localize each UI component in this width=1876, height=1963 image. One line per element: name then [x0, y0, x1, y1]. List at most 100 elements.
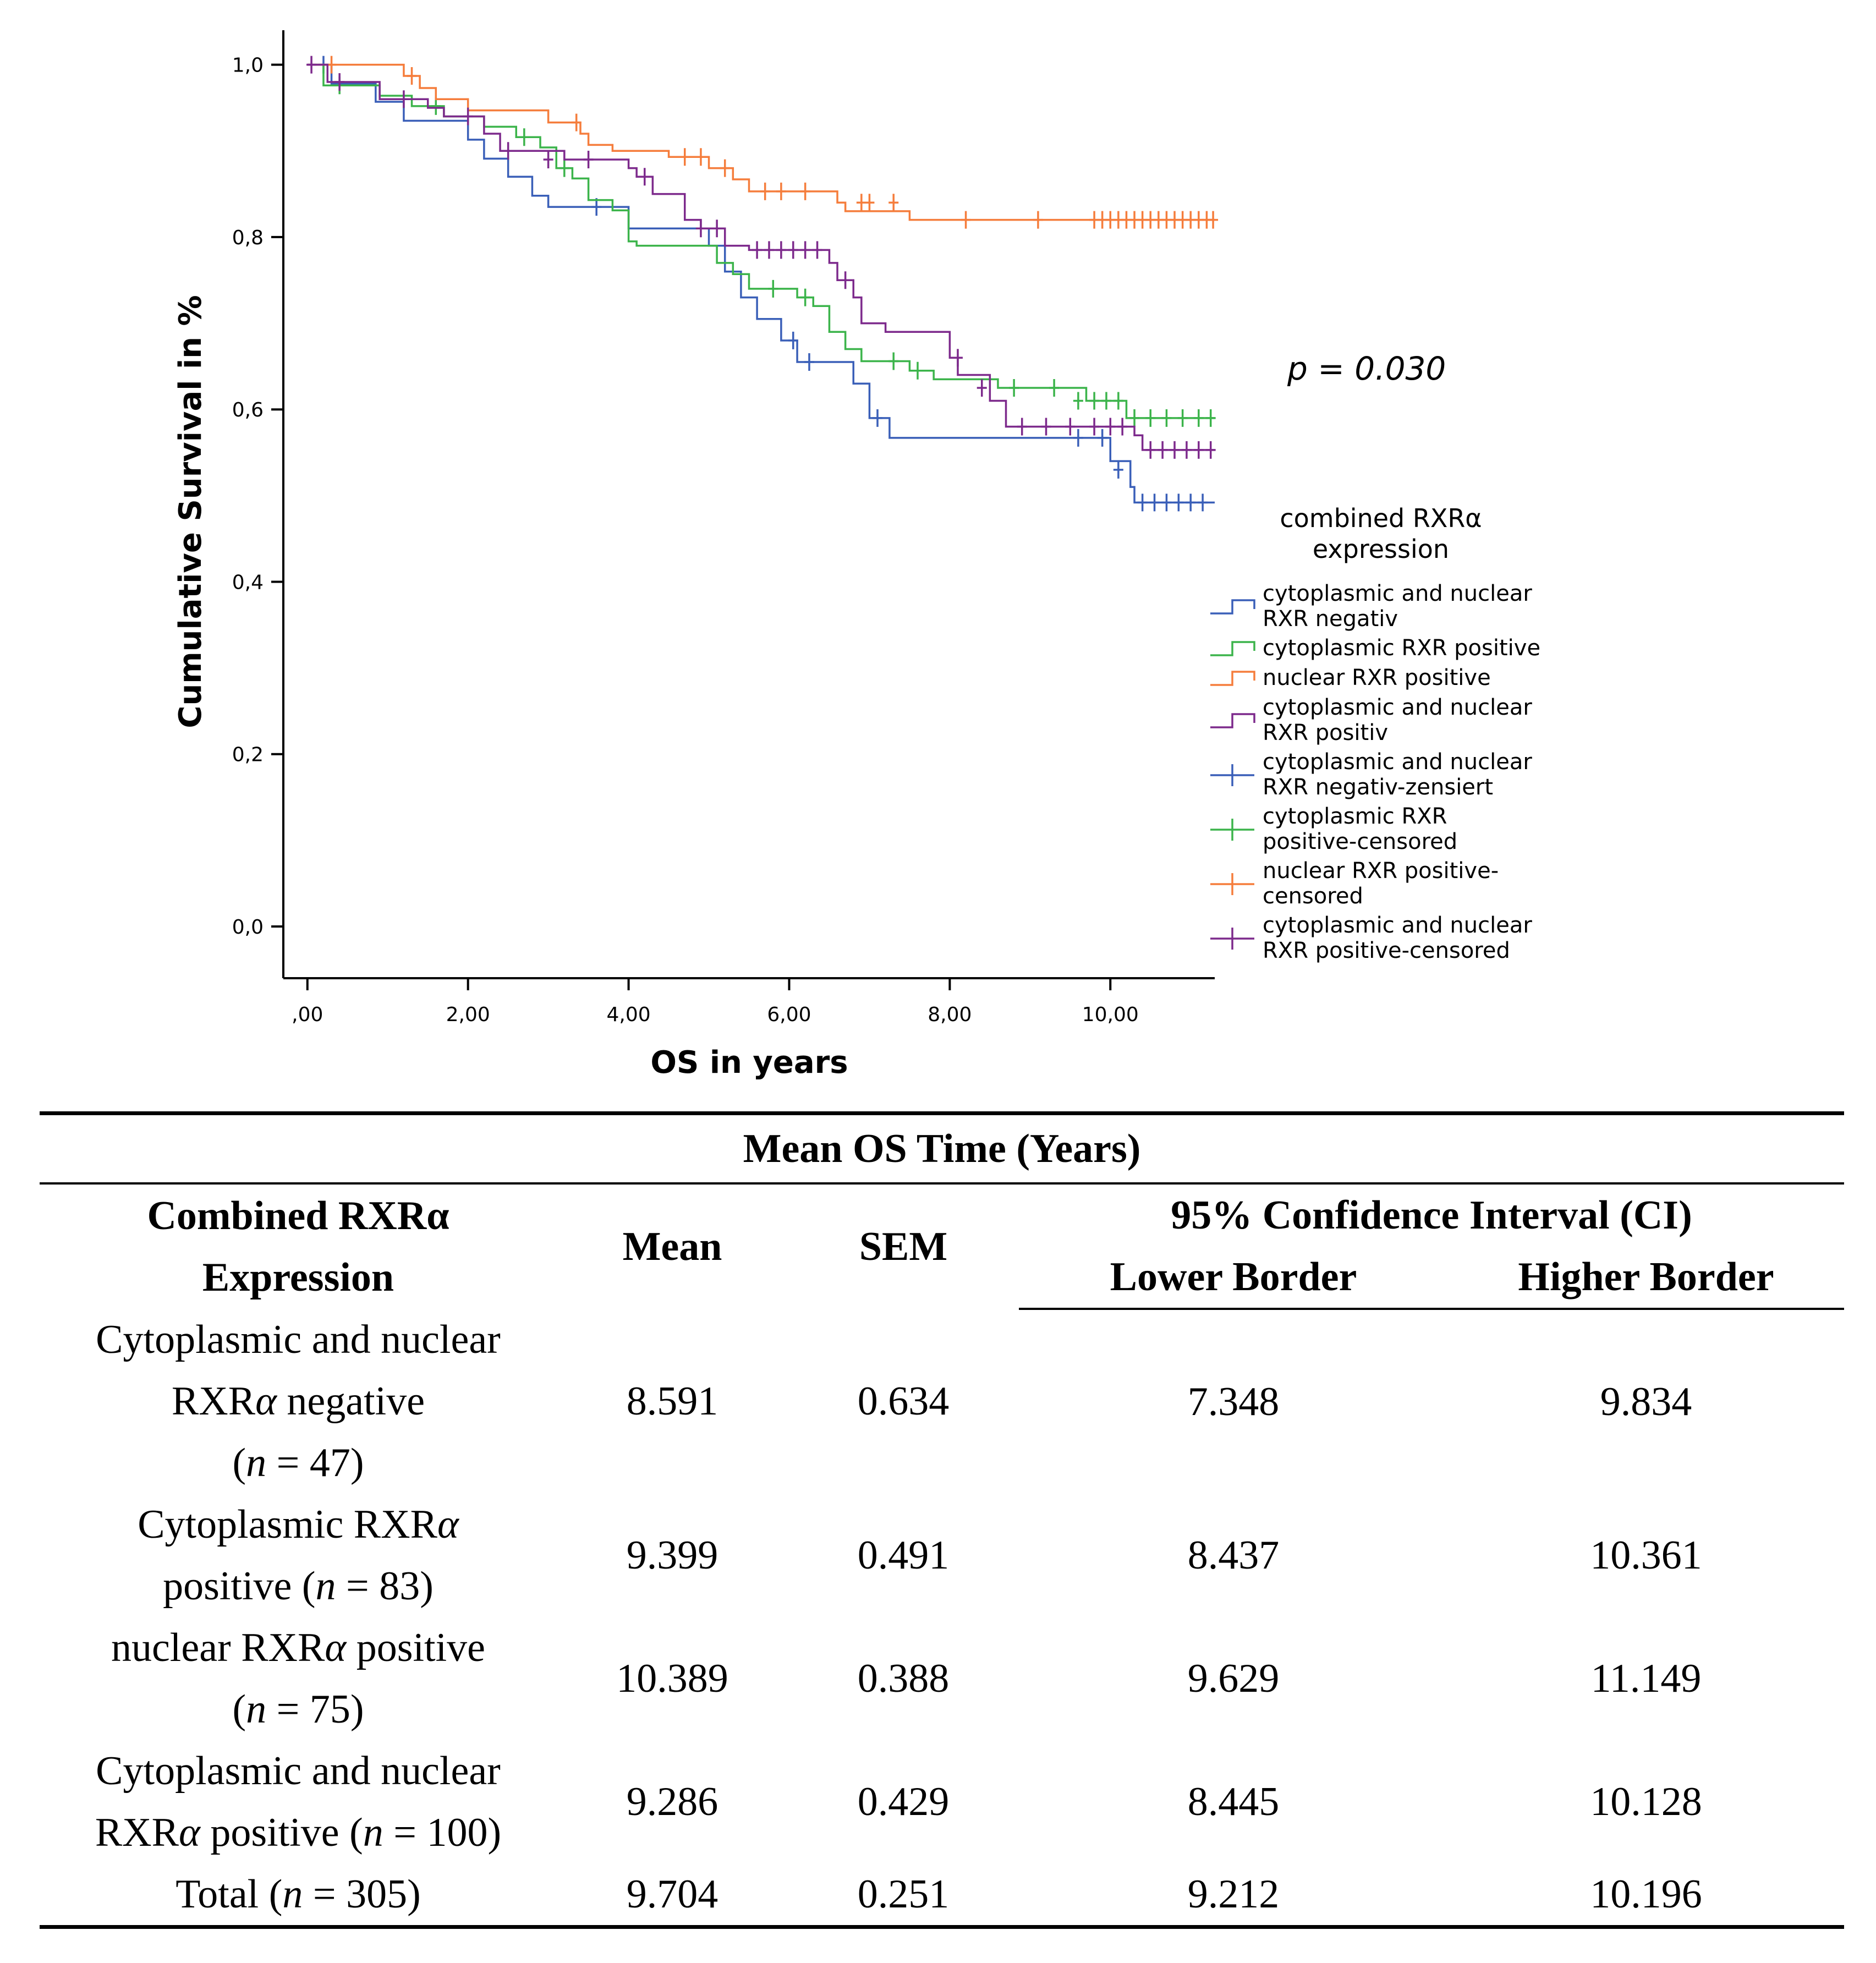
- censor-mark: [1205, 441, 1216, 459]
- p-value-annotation: p = 0.030: [1287, 350, 1446, 387]
- header-group-line2: Expression: [202, 1255, 394, 1300]
- censor-mark: [1033, 211, 1043, 229]
- censor-mark: [800, 241, 810, 259]
- censor-mark: [1158, 441, 1168, 459]
- table-row: Cytoplasmic and nuclear RXRα positive (n …: [40, 1740, 1844, 1863]
- legend-label-line: cytoplasmic and nuclear: [1263, 913, 1532, 938]
- legend-label-line: positive-censored: [1263, 829, 1457, 854]
- censor-mark: [1041, 418, 1051, 436]
- censor-mark: [873, 409, 883, 427]
- header-mean: Mean: [622, 1224, 722, 1269]
- legend-title-line: expression: [1313, 534, 1449, 564]
- legend-label-line: nuclear RXR positive-: [1263, 858, 1499, 884]
- table-caption: Mean OS Time (Years): [40, 1111, 1844, 1185]
- censor-mark: [695, 220, 706, 238]
- cell-sem: 0.388: [857, 1656, 950, 1701]
- censor-mark: [1137, 494, 1148, 512]
- cell-mean: 8.591: [626, 1379, 718, 1424]
- row-label: Cytoplasmic RXRα positive (n = 83): [40, 1494, 557, 1617]
- legend-title-line: combined RXRα: [1280, 503, 1482, 533]
- censor-mark: [800, 182, 810, 200]
- legend-label-line: cytoplasmic RXR positive: [1263, 635, 1540, 661]
- cell-sem: 0.634: [857, 1379, 950, 1424]
- cell-higher: 10.196: [1448, 1863, 1844, 1929]
- row-label-line: RXRα negative: [171, 1379, 425, 1424]
- x-tick-label: ,00: [292, 1004, 323, 1026]
- cell-lower: 9.629: [1187, 1656, 1280, 1701]
- x-tick-label: 4,00: [606, 1004, 650, 1026]
- censor-mark: [1181, 441, 1192, 459]
- censor-mark: [519, 128, 529, 146]
- censor-mark: [398, 90, 409, 108]
- legend-label-line: cytoplasmic RXR: [1263, 804, 1447, 829]
- censor-mark: [840, 271, 851, 289]
- y-tick-label: 1,0: [232, 54, 264, 77]
- censor-mark: [1145, 409, 1156, 427]
- header-higher-border: Higher Border: [1448, 1246, 1844, 1310]
- survival-step-line: [307, 63, 1215, 221]
- censor-mark: [1101, 392, 1111, 410]
- censor-mark: [764, 241, 774, 259]
- censor-mark: [1149, 494, 1160, 512]
- censor-mark: [752, 241, 763, 259]
- censor-mark: [952, 349, 963, 367]
- legend-swatch-cross: [1210, 764, 1254, 786]
- cell-higher: 10.128: [1590, 1779, 1702, 1824]
- cell-mean: 10.389: [616, 1656, 728, 1701]
- censor-mark: [1049, 379, 1060, 397]
- cell-mean: 9.704: [557, 1863, 788, 1929]
- censor-mark: [306, 56, 317, 74]
- row-label-line: Cytoplasmic and nuclear: [96, 1317, 501, 1362]
- row-label: Cytoplasmic and nuclear RXRα positive (n …: [40, 1740, 557, 1863]
- row-label-line: Cytoplasmic RXRα: [138, 1502, 459, 1547]
- legend-label-line: nuclear RXR positive: [1263, 665, 1491, 690]
- censor-mark: [760, 182, 770, 200]
- x-tick-label: 10,00: [1082, 1004, 1139, 1026]
- table-row: nuclear RXRα positive (n = 75) 10.389 0.388…: [40, 1617, 1844, 1740]
- kaplan-meier-chart: 0,0 0,2 0,4 0,6 0,8 1,0 ,00 2,00 4,00 6,00 8,00 10,…: [173, 30, 1540, 1081]
- cell-lower: 8.437: [1187, 1533, 1280, 1578]
- censor-mark: [1129, 409, 1140, 427]
- cell-sem: 0.429: [857, 1779, 950, 1824]
- censor-mark: [1193, 441, 1204, 459]
- survival-step-line: [307, 63, 1215, 419]
- cell-mean: 9.399: [626, 1533, 718, 1578]
- censor-mark: [1073, 429, 1083, 447]
- censor-mark: [776, 182, 786, 200]
- censor-mark: [1097, 429, 1107, 447]
- legend-label-line: cytoplasmic and nuclear: [1263, 695, 1532, 720]
- survival-curves: [306, 56, 1219, 512]
- censor-mark: [679, 148, 690, 166]
- y-tick-label: 0,0: [232, 916, 264, 939]
- censor-mark: [543, 150, 553, 168]
- y-tick-label: 0,2: [232, 744, 264, 766]
- row-label-line: Total (n = 305): [175, 1872, 421, 1917]
- censor-mark: [961, 211, 971, 229]
- x-tick-label: 2,00: [446, 1004, 490, 1026]
- censor-mark: [1208, 211, 1219, 229]
- censor-mark: [1105, 418, 1116, 436]
- censor-mark: [1017, 418, 1027, 436]
- censor-mark: [1193, 409, 1204, 427]
- legend-label-line: RXR negativ-zensiert: [1263, 775, 1493, 800]
- header-lower-border: Lower Border: [1019, 1246, 1448, 1310]
- table-body: Cytoplasmic and nuclear RXRα negative (n =…: [40, 1309, 1844, 1929]
- censor-mark: [1205, 409, 1216, 427]
- y-tick-label: 0,8: [232, 227, 264, 249]
- censor-mark: [1186, 494, 1196, 512]
- legend-swatch-step: [1210, 599, 1255, 615]
- legend-item-2: cytoplasmic RXR positive: [1210, 635, 1540, 661]
- censor-mark: [720, 159, 730, 177]
- censor-mark: [888, 194, 899, 212]
- censor-mark: [1177, 409, 1188, 427]
- row-label-line: (n = 75): [232, 1687, 364, 1732]
- censor-mark: [1173, 494, 1184, 512]
- censor-mark: [463, 107, 473, 125]
- y-tick-label: 0,6: [232, 399, 264, 421]
- header-group-line1: Combined RXRα: [147, 1193, 449, 1238]
- legend-label-line: censored: [1263, 884, 1363, 909]
